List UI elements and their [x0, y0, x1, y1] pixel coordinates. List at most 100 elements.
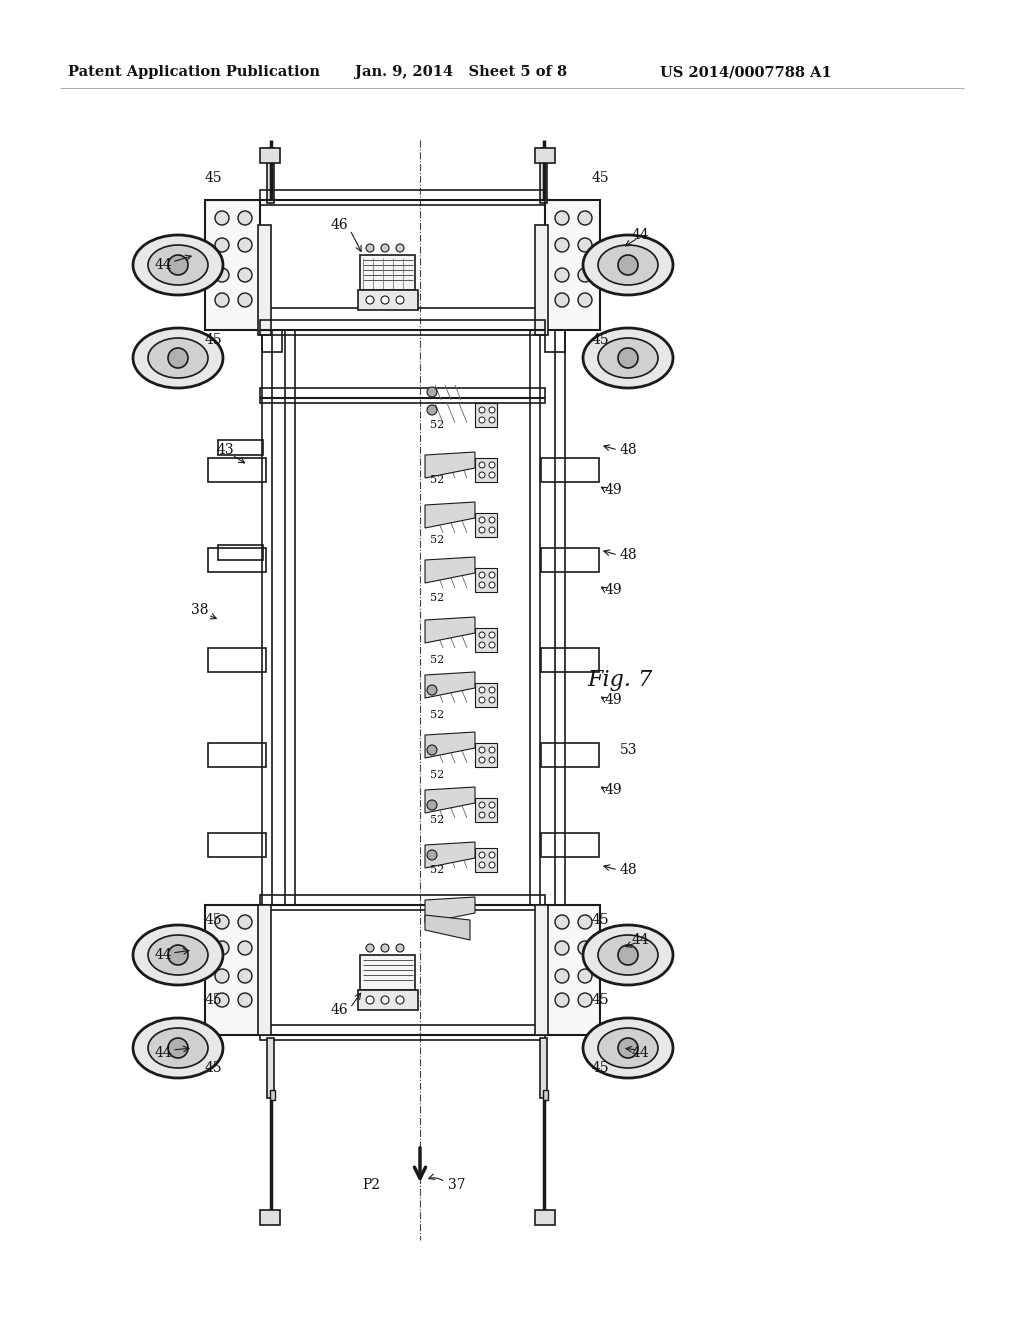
Circle shape — [215, 941, 229, 954]
Circle shape — [555, 915, 569, 929]
Circle shape — [618, 945, 638, 965]
Circle shape — [238, 211, 252, 224]
Bar — [360, 255, 415, 290]
Circle shape — [489, 747, 495, 752]
Bar — [208, 548, 266, 572]
Circle shape — [427, 744, 437, 755]
Bar — [208, 458, 266, 482]
Ellipse shape — [148, 338, 208, 378]
Circle shape — [479, 407, 485, 413]
Ellipse shape — [583, 1018, 673, 1078]
Circle shape — [578, 293, 592, 308]
Bar — [270, 1090, 275, 1100]
Circle shape — [238, 915, 252, 929]
Bar — [260, 190, 545, 205]
Circle shape — [479, 417, 485, 422]
Circle shape — [555, 969, 569, 983]
Bar — [260, 1210, 280, 1225]
Circle shape — [381, 997, 389, 1005]
Text: 44: 44 — [631, 228, 649, 242]
Circle shape — [427, 800, 437, 810]
Circle shape — [238, 969, 252, 983]
Bar — [475, 568, 497, 591]
Text: 52: 52 — [430, 710, 444, 719]
Text: 38: 38 — [191, 603, 209, 616]
Bar — [535, 224, 548, 335]
Text: 52: 52 — [430, 593, 444, 603]
Circle shape — [366, 997, 374, 1005]
Circle shape — [479, 473, 485, 478]
Circle shape — [555, 238, 569, 252]
Circle shape — [489, 756, 495, 763]
Circle shape — [427, 387, 437, 397]
Text: 49: 49 — [605, 693, 623, 708]
Circle shape — [489, 417, 495, 422]
Polygon shape — [425, 451, 475, 478]
Circle shape — [479, 862, 485, 869]
Bar — [260, 1026, 545, 1040]
Circle shape — [578, 993, 592, 1007]
Circle shape — [427, 459, 437, 470]
Circle shape — [215, 993, 229, 1007]
Circle shape — [238, 941, 252, 954]
Bar — [475, 628, 497, 652]
Circle shape — [489, 407, 495, 413]
Text: 52: 52 — [430, 814, 444, 825]
Bar — [267, 1038, 274, 1098]
Bar — [535, 906, 548, 1035]
Ellipse shape — [583, 235, 673, 294]
Circle shape — [479, 851, 485, 858]
Text: 52: 52 — [430, 420, 444, 430]
Bar — [535, 148, 555, 162]
Text: 52: 52 — [430, 535, 444, 545]
Bar — [541, 648, 599, 672]
Circle shape — [381, 296, 389, 304]
Circle shape — [215, 969, 229, 983]
Polygon shape — [425, 502, 475, 528]
Bar — [475, 513, 497, 537]
Bar — [208, 648, 266, 672]
Circle shape — [238, 268, 252, 282]
Bar — [218, 440, 263, 455]
Circle shape — [215, 211, 229, 224]
Circle shape — [479, 686, 485, 693]
Circle shape — [427, 570, 437, 579]
Circle shape — [578, 238, 592, 252]
Circle shape — [427, 685, 437, 696]
Text: 48: 48 — [620, 548, 638, 562]
Bar — [475, 743, 497, 767]
Bar — [205, 906, 260, 1035]
Circle shape — [366, 244, 374, 252]
Text: 46: 46 — [331, 1003, 348, 1016]
Bar — [535, 1210, 555, 1225]
Circle shape — [489, 572, 495, 578]
Bar — [543, 148, 548, 158]
Circle shape — [238, 293, 252, 308]
Circle shape — [479, 756, 485, 763]
Text: Patent Application Publication: Patent Application Publication — [68, 65, 319, 79]
Bar — [258, 224, 271, 335]
Text: 44: 44 — [155, 1045, 172, 1060]
Circle shape — [555, 993, 569, 1007]
Circle shape — [489, 462, 495, 469]
Circle shape — [555, 941, 569, 954]
Ellipse shape — [148, 1028, 208, 1068]
Bar — [475, 847, 497, 873]
Text: 45: 45 — [204, 333, 222, 347]
Ellipse shape — [583, 327, 673, 388]
Text: P2: P2 — [362, 1177, 380, 1192]
Bar — [540, 1038, 547, 1098]
Bar — [541, 833, 599, 857]
Circle shape — [215, 915, 229, 929]
Circle shape — [489, 697, 495, 704]
Circle shape — [396, 244, 404, 252]
Circle shape — [427, 850, 437, 861]
Circle shape — [578, 268, 592, 282]
Circle shape — [479, 803, 485, 808]
Bar — [540, 148, 547, 203]
Circle shape — [168, 1038, 188, 1059]
Bar — [541, 548, 599, 572]
Text: 53: 53 — [620, 743, 638, 756]
Circle shape — [427, 405, 437, 414]
Bar — [260, 388, 545, 403]
